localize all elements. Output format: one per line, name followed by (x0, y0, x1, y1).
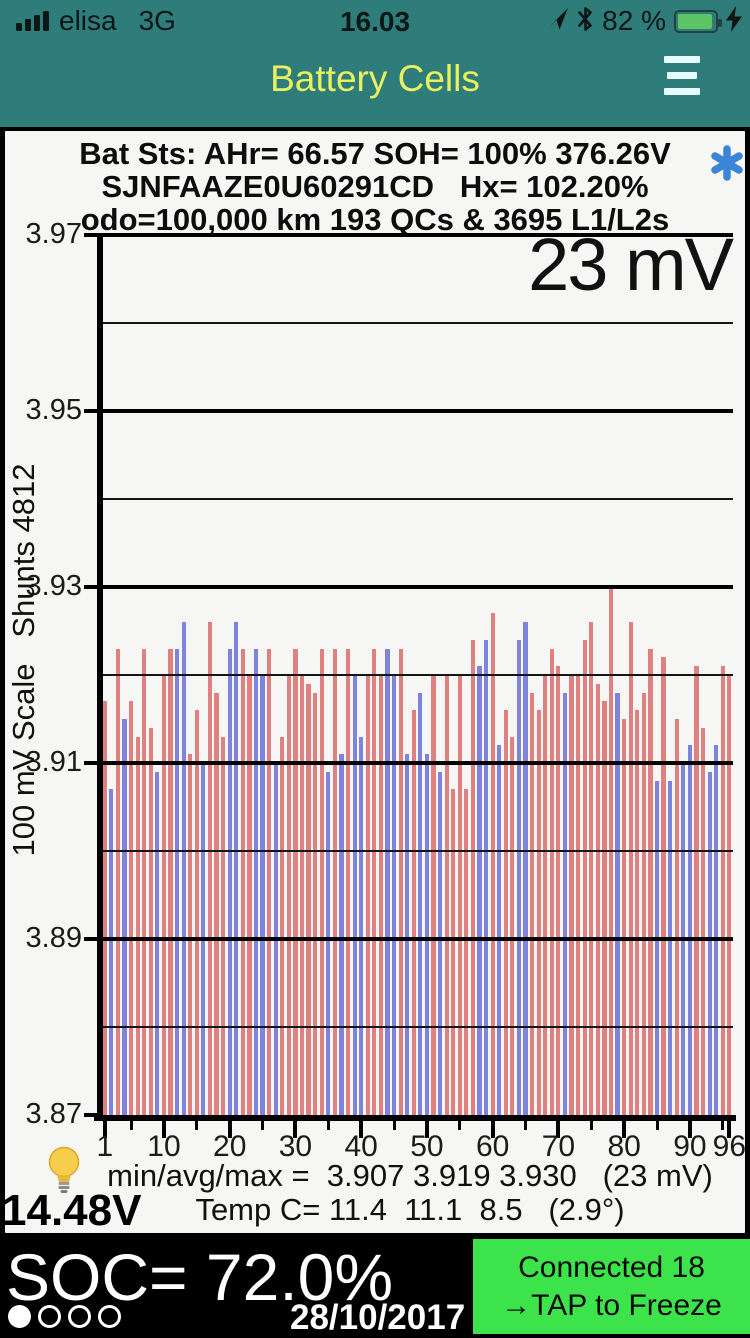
y-axis-label: 100 mV Scale Shunts 4812 (6, 463, 41, 857)
connect-freeze-button[interactable]: Connected 18 →TAP to Freeze (473, 1239, 750, 1334)
battery-status-line2: SJNFAAZE0U60291CD Hx= 102.20% (101, 169, 649, 204)
voltage-spread-readout: 23 mV (528, 223, 734, 306)
page-dot-1[interactable] (8, 1305, 31, 1328)
page-dot-2[interactable] (38, 1305, 61, 1328)
status-bar: elisa 3G 16.03 82 % (0, 0, 750, 42)
freeze-hint-label: →TAP to Freeze (501, 1288, 722, 1322)
date-label: 28/10/2017 (290, 1298, 466, 1337)
connect-status-label: Connected 18 (518, 1250, 705, 1284)
soc-readout: SOC= 72.0% (6, 1240, 394, 1314)
battery-status-line1: Bat Sts: AHr= 66.57 SOH= 100% 376.26V (79, 136, 671, 171)
page-title: Battery Cells (270, 58, 480, 99)
aux-battery-voltage: 14.48V (2, 1186, 142, 1235)
location-arrow-icon (547, 7, 569, 36)
asterisk-icon[interactable] (710, 144, 744, 187)
top-bar: elisa 3G 16.03 82 % Battery Cells (0, 0, 750, 127)
bluetooth-icon (577, 5, 594, 38)
page-dots[interactable] (8, 1305, 121, 1328)
clock: 16.03 (339, 6, 411, 37)
charging-bolt-icon (726, 5, 742, 37)
bottom-bar: SOC= 72.0% 28/10/2017 Connected 18 →TAP … (0, 1237, 750, 1337)
battery-icon (674, 9, 722, 33)
page-dot-3[interactable] (68, 1305, 91, 1328)
page-dot-4[interactable] (98, 1305, 121, 1328)
battery-status-line3: odo=100,000 km 193 QCs & 3695 L1/L2s (80, 202, 670, 237)
menu-icon[interactable] (664, 56, 702, 98)
battery-percent-label: 82 % (602, 5, 666, 36)
network-type-label: 3G (138, 5, 176, 36)
temperature-readout: Temp C= 11.4 11.1 8.5 (2.9°) (195, 1192, 625, 1227)
min-avg-max-readout: min/avg/max = 3.907 3.919 3.930 (23 mV) (107, 1158, 713, 1193)
carrier-label: elisa (59, 5, 117, 36)
cellular-signal-icon (16, 11, 49, 31)
lightbulb-icon[interactable] (44, 1146, 84, 1199)
